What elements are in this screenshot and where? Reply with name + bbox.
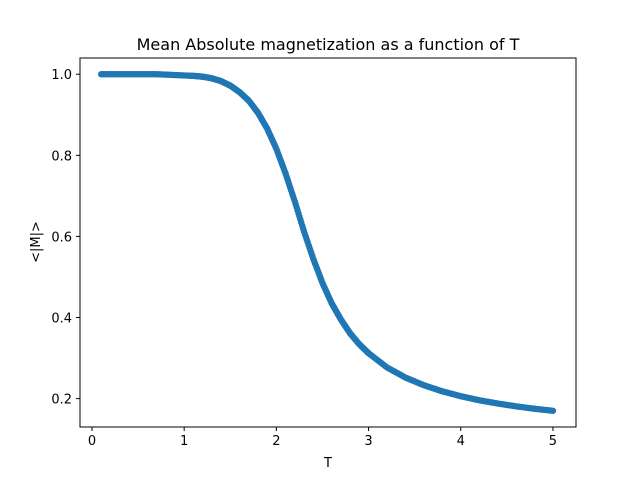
y-tick-label: 0.6 [51, 230, 72, 245]
x-tick-label: 0 [88, 434, 96, 449]
x-tick-label: 2 [272, 434, 280, 449]
x-tick-label: 5 [549, 434, 557, 449]
x-axis: 0 1 2 3 4 5 [88, 427, 557, 449]
plot-area-frame [79, 57, 577, 428]
data-point [549, 407, 557, 414]
chart-title: Mean Absolute magnetization as a functio… [137, 35, 520, 54]
y-axis: 0.2 0.4 0.6 0.8 1.0 [51, 68, 80, 408]
y-tick-label: 0.4 [51, 312, 72, 327]
data-points [98, 71, 557, 414]
x-tick-label: 4 [457, 434, 465, 449]
y-tick-label: 0.8 [51, 149, 72, 164]
x-axis-title: T [323, 456, 332, 471]
x-tick-label: 1 [180, 434, 188, 449]
x-tick-label: 3 [364, 434, 372, 449]
y-axis-title: <|M|> [29, 221, 44, 263]
y-tick-label: 0.2 [51, 393, 72, 408]
y-tick-label: 1.0 [51, 68, 72, 83]
